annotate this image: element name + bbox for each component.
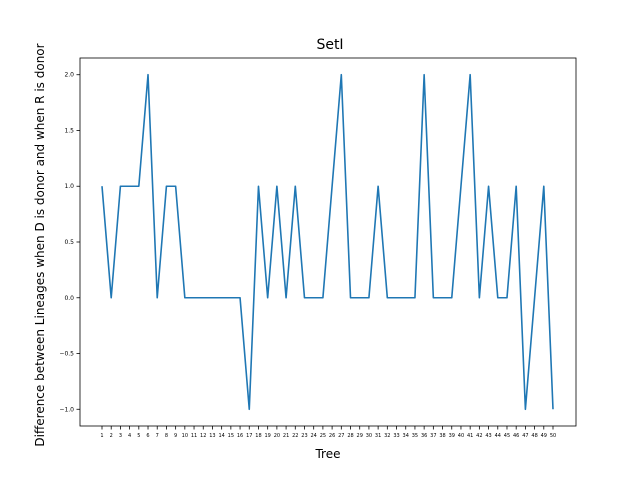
x-tick-label: 7: [156, 433, 159, 439]
x-tick-label: 42: [476, 433, 482, 439]
y-tick-label: 1.5: [64, 127, 74, 134]
x-tick-label: 37: [430, 433, 436, 439]
x-tick-label: 36: [421, 433, 427, 439]
x-tick-label: 38: [439, 433, 445, 439]
y-tick-label: 0.0: [64, 295, 74, 302]
x-tick-label: 39: [449, 433, 455, 439]
x-tick-label: 10: [182, 433, 188, 439]
x-tick-label: 34: [403, 433, 409, 439]
y-tick-label: 0.5: [64, 239, 74, 246]
x-tick-label: 24: [311, 433, 317, 439]
x-tick-label: 23: [301, 433, 307, 439]
x-axis-label: Tree: [314, 447, 340, 461]
x-tick-label: 43: [485, 433, 491, 439]
x-tick-label: 1: [100, 433, 103, 439]
x-tick-label: 45: [504, 433, 510, 439]
x-tick-label: 4: [128, 433, 131, 439]
x-tick-label: 14: [218, 433, 224, 439]
x-tick-label: 19: [264, 433, 270, 439]
x-tick-label: 11: [191, 433, 197, 439]
x-tick-label: 6: [146, 433, 149, 439]
y-axis-label: Difference between Lineages when D is do…: [33, 43, 47, 446]
y-tick-label: 1.0: [64, 183, 74, 190]
x-tick-label: 15: [228, 433, 234, 439]
plot-area: −1.0−0.50.00.51.01.52.01 2 3 4 5 6 7 8 9 10 11 12 13…: [59, 57, 577, 439]
x-tick-label: 22: [292, 433, 298, 439]
x-tick-label: 17: [246, 433, 252, 439]
x-tick-label: 29: [357, 433, 363, 439]
x-tick-label: 12: [200, 433, 206, 439]
x-tick-label: 41: [467, 433, 473, 439]
x-tick-label: 49: [541, 433, 547, 439]
x-tick-label: 27: [338, 433, 344, 439]
x-tick-label: 46: [513, 433, 519, 439]
y-tick-label: 2.0: [64, 72, 74, 79]
x-tick-label: 18: [255, 433, 261, 439]
x-tick-label: 9: [174, 433, 177, 439]
x-tick-label: 20: [274, 433, 280, 439]
x-tick-label: 31: [375, 433, 381, 439]
x-tick-label: 13: [209, 433, 215, 439]
x-tick-label: 2: [110, 433, 113, 439]
series-line-0: [101, 73, 554, 411]
x-tick-label: 5: [137, 433, 140, 439]
x-tick-label: 48: [531, 433, 537, 439]
x-tick-label: 25: [320, 433, 326, 439]
x-tick-label: 35: [412, 433, 418, 439]
x-tick-label: 8: [165, 433, 168, 439]
x-tick-label: 33: [393, 433, 399, 439]
x-tick-label: 47: [522, 433, 528, 439]
x-tick-label: 32: [384, 433, 390, 439]
x-tick-label: 16: [237, 433, 243, 439]
x-tick-label: 28: [347, 433, 353, 439]
x-tick-label: 40: [458, 433, 464, 439]
chart-title: SetI: [316, 37, 343, 53]
x-tick-label: 44: [495, 433, 501, 439]
x-tick-label: 30: [366, 433, 372, 439]
x-tick-label: 21: [283, 433, 289, 439]
x-tick-label: 26: [329, 433, 335, 439]
x-tick-label: 50: [550, 433, 556, 439]
y-tick-label: −1.0: [59, 406, 74, 413]
x-tick-label: 3: [119, 433, 122, 439]
y-tick-label: −0.5: [59, 351, 74, 358]
